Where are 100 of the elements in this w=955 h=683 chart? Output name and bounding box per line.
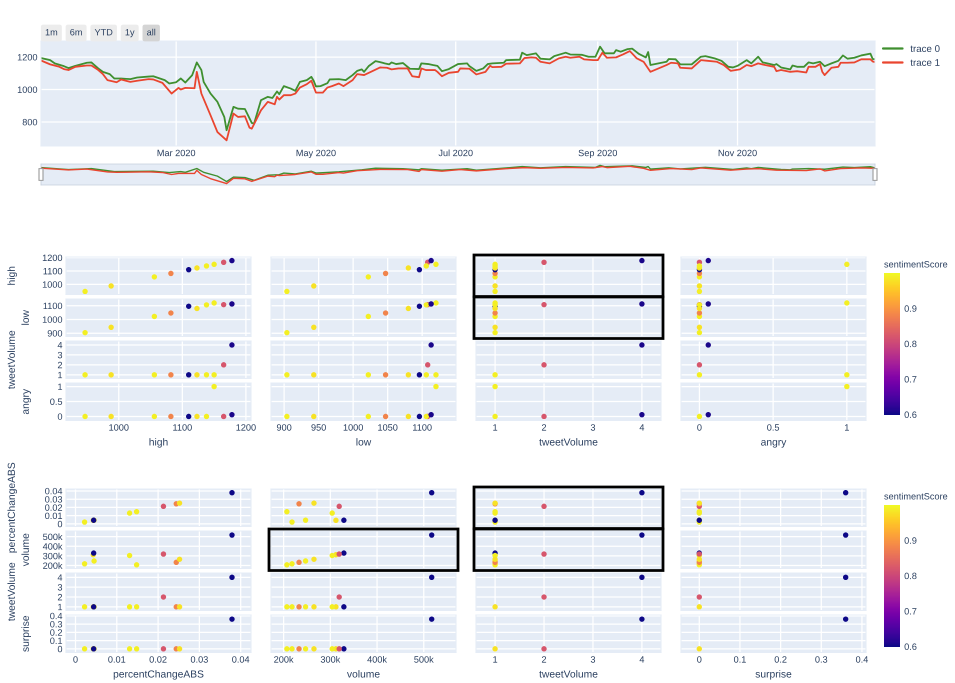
point: [639, 532, 645, 538]
x-tick-label: 300k: [320, 656, 340, 663]
point: [382, 270, 388, 276]
point: [176, 500, 182, 506]
point: [428, 258, 434, 264]
y-tick-label: 0.02: [45, 504, 62, 511]
y-tick-label: 2: [58, 594, 62, 600]
x-tick-label: 2: [542, 424, 546, 431]
point: [82, 561, 88, 566]
point: [134, 562, 140, 568]
text: 6m: [70, 28, 82, 36]
y-tick-label: 0: [58, 413, 62, 420]
point: [220, 302, 226, 308]
x-tick-label: 200k: [274, 656, 294, 663]
point: [204, 302, 210, 308]
point: [211, 262, 217, 268]
point: [296, 560, 302, 566]
point: [152, 314, 158, 320]
point: [424, 263, 430, 269]
y-axis-title: tweetVolume: [7, 562, 15, 622]
point: [204, 263, 210, 269]
y-tick-label: 0.5: [50, 398, 62, 405]
x-tick-label: 950: [311, 424, 326, 431]
point: [186, 414, 192, 420]
y-axis-title: percentChangeABS: [7, 462, 17, 553]
y-tick-label: 2: [58, 362, 62, 368]
point: [433, 262, 439, 268]
x-tick-label: Sep 2020: [578, 150, 618, 158]
point: [229, 301, 235, 307]
point: [134, 509, 140, 514]
x-tick-label: 1: [493, 424, 498, 431]
color-bar-title: sentimentScore: [884, 492, 948, 500]
point: [91, 558, 97, 564]
x-tick-label: Nov 2020: [718, 150, 757, 156]
point: [194, 372, 200, 378]
y-tick-label: 800: [22, 118, 38, 126]
point: [82, 288, 88, 294]
point: [302, 558, 308, 564]
point: [186, 372, 192, 378]
y-axis-title: tweetVolume: [7, 330, 15, 390]
y-tick-label: 4: [58, 342, 62, 348]
point: [842, 532, 848, 538]
point: [194, 414, 200, 420]
point: [696, 330, 702, 336]
point: [186, 266, 192, 272]
y-tick-label: 0.01: [45, 512, 62, 520]
point: [211, 372, 217, 378]
y-tick-label: 0.1: [50, 638, 62, 644]
point: [844, 300, 850, 306]
x-tick-label: 900: [276, 424, 292, 431]
point: [330, 552, 335, 558]
y-axis-title: volume: [21, 534, 29, 566]
point: [289, 561, 295, 566]
point: [229, 342, 235, 348]
point: [330, 510, 335, 516]
point: [82, 519, 88, 525]
point: [541, 551, 547, 557]
x-axis-title: volume: [346, 670, 380, 678]
point: [220, 414, 226, 420]
x-tick-label: 0: [697, 424, 702, 431]
color-bar-label: 0.6: [904, 411, 917, 418]
point: [336, 551, 342, 557]
x-tick-label: 0.04: [232, 656, 250, 663]
x-axis-title: tweetVolume: [539, 438, 598, 446]
y-tick-label: 0.03: [45, 496, 62, 503]
point: [492, 324, 498, 330]
point: [126, 604, 132, 610]
y-tick-label: 4: [58, 574, 62, 581]
x-tick-label: 4: [640, 424, 644, 431]
y-tick-label: 200k: [43, 562, 63, 569]
x-tick-label: Mar 2020: [158, 150, 196, 156]
point: [333, 518, 339, 524]
point: [433, 300, 439, 306]
x-tick-label: 1: [493, 656, 498, 663]
point: [844, 262, 850, 268]
point: [492, 330, 498, 336]
point: [126, 510, 132, 516]
x-tick-label: 0.02: [150, 656, 167, 663]
point: [406, 265, 412, 271]
x-axis-title: surprise: [756, 670, 792, 680]
x-tick-label: 0.3: [815, 656, 828, 663]
y-tick-label: 1200: [18, 54, 38, 60]
point: [108, 372, 114, 378]
point: [284, 330, 290, 336]
x-tick-label: 3: [590, 656, 596, 663]
x-tick-label: 1050: [378, 424, 398, 431]
point: [176, 556, 182, 562]
point: [229, 412, 235, 418]
point: [311, 283, 316, 289]
point: [706, 258, 711, 264]
text: YTD: [94, 29, 112, 36]
point: [639, 301, 645, 307]
y-tick-label: 1200: [42, 254, 62, 262]
y-tick-label: 0.4: [50, 612, 62, 620]
x-tick-label: 0.01: [108, 656, 126, 663]
x-tick-label: 1100: [413, 424, 432, 431]
point: [108, 324, 114, 330]
y-tick-label: 3: [58, 352, 62, 358]
x-tick-label: 0.5: [767, 424, 780, 431]
y-tick-label: 0: [58, 646, 62, 652]
